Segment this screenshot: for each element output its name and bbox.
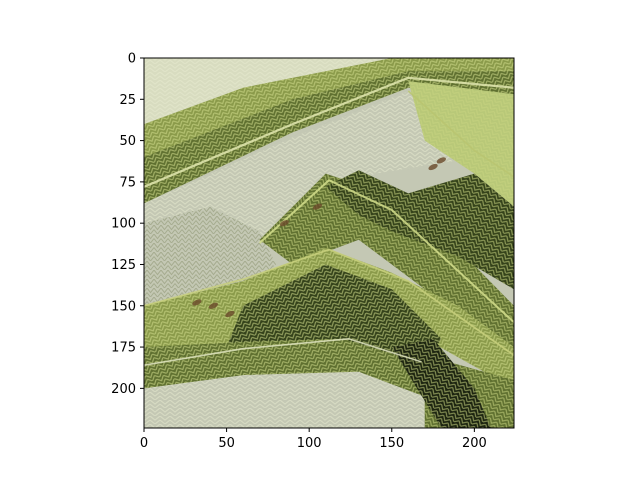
bottom-light-strip-texture — [144, 371, 425, 428]
y-tick-label: 0 — [128, 52, 136, 67]
debris-fleck-0 — [192, 299, 202, 306]
debris-fleck-6 — [436, 157, 446, 164]
ridge-line-3 — [144, 248, 514, 357]
debris-fleck-3 — [279, 220, 290, 227]
sky-region-texture — [144, 58, 514, 174]
y-tick-label: 25 — [119, 93, 136, 108]
ridge-line-1 — [144, 76, 514, 188]
debris-fleck-1 — [208, 302, 219, 309]
debris-fleck-4 — [312, 203, 323, 210]
ridge-line-2 — [258, 179, 514, 324]
x-tick-label: 150 — [379, 436, 404, 451]
right-roof-slope-texture — [408, 81, 514, 207]
image-plot-area — [143, 57, 515, 429]
debris-fleck-2 — [225, 310, 235, 318]
x-axis: 0 50 100 150 200 — [140, 428, 487, 451]
ridge-line-4 — [144, 337, 422, 366]
y-tick-label: 200 — [111, 382, 136, 397]
y-tick-label: 75 — [119, 175, 136, 190]
y-tick-label: 150 — [111, 299, 136, 314]
x-tick-label: 0 — [140, 436, 148, 451]
y-tick-label: 50 — [119, 134, 136, 149]
upper-roof-band-texture — [144, 58, 514, 191]
y-tick-label: 100 — [111, 217, 136, 232]
lower-roof-dark-texture — [226, 264, 442, 364]
x-tick-label: 200 — [462, 436, 487, 451]
x-tick-label: 100 — [297, 436, 322, 451]
x-tick-label: 50 — [218, 436, 235, 451]
plot-frame — [143, 57, 515, 429]
ridge-line-5 — [407, 90, 514, 178]
y-tick-label: 175 — [111, 341, 136, 356]
y-axis: 0 25 50 75 100 125 150 175 200 — [111, 52, 144, 397]
stylized-roof-image — [144, 58, 514, 428]
debris-fleck-5 — [428, 163, 438, 171]
y-tick-label: 125 — [111, 258, 136, 273]
